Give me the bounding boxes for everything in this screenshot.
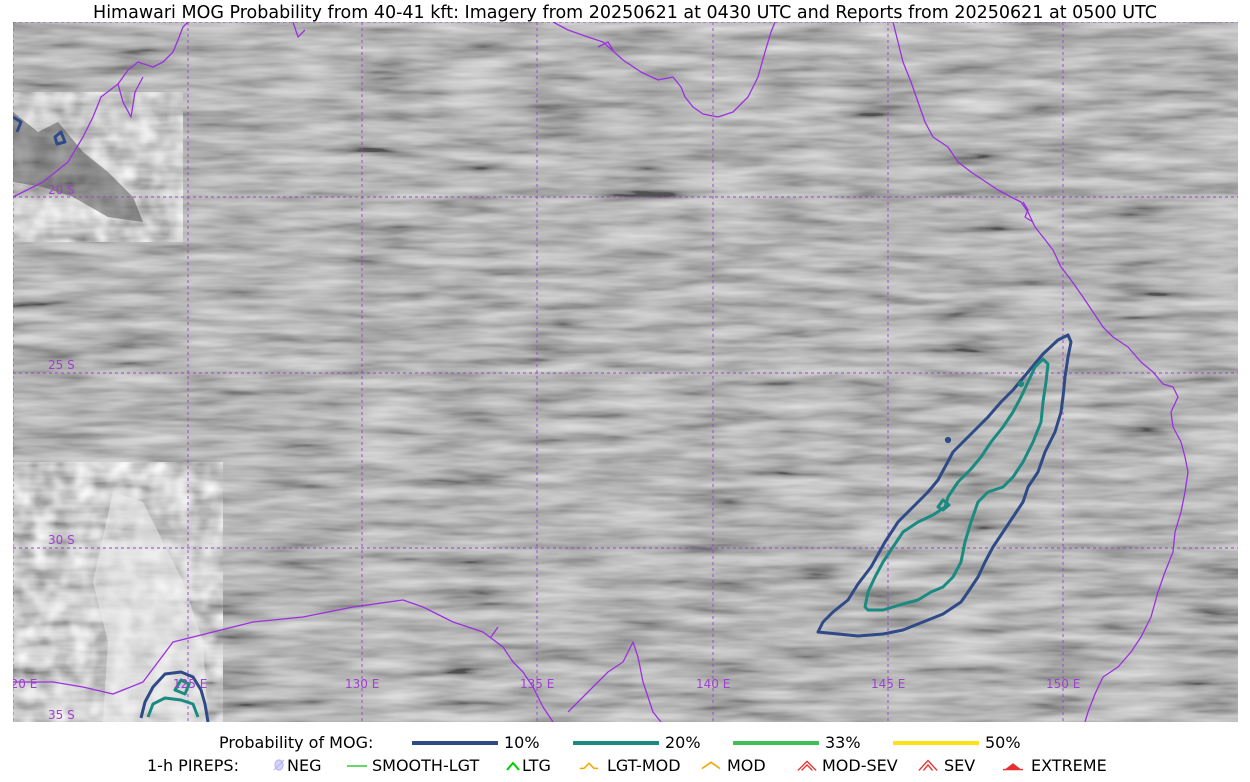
lon-label-135: 135 E: [520, 677, 554, 691]
pirep-label-ltg: LTG: [522, 756, 551, 775]
legend-swatch-33: [733, 741, 819, 745]
lon-label-130: 130 E: [345, 677, 379, 691]
latitude-labels: 20 S 25 S 30 S 35 S: [48, 183, 75, 722]
cloud-region-northwest: [13, 92, 183, 242]
mod-sev-icon: [797, 760, 817, 771]
lat-label-25: 25 S: [48, 358, 75, 372]
lon-label-140: 140 E: [696, 677, 730, 691]
legend-swatch-10: [412, 741, 498, 745]
lgt-mod-icon: [579, 762, 599, 770]
mod-icon: [701, 761, 721, 770]
lat-label-20: 20 S: [48, 183, 75, 197]
contour-10-percent-small-west: [139, 670, 210, 722]
legend-label-50: 50%: [985, 733, 1021, 752]
satellite-map: 120 E 125 E 130 E 135 E 140 E 145 E 150 …: [13, 22, 1238, 722]
contour-10-percent: [816, 333, 1073, 638]
lon-label-120: 120 E: [13, 677, 37, 691]
contour-20-percent: [863, 357, 1050, 612]
extreme-icon: [1003, 763, 1023, 771]
pirep-label-extreme: EXTREME: [1031, 756, 1107, 775]
probability-legend-label: Probability of MOG:: [219, 733, 374, 752]
legend-swatch-50: [893, 741, 979, 745]
pirep-label-neg: NEG: [287, 756, 322, 775]
lon-label-145: 145 E: [871, 677, 905, 691]
pirep-label-sev: SEV: [944, 756, 976, 775]
sev-icon: [918, 759, 938, 771]
pirep-label-smooth-lgt: SMOOTH-LGT: [372, 756, 480, 775]
contour-20-percent-small-west: [146, 696, 200, 718]
mog-contours: [13, 115, 1073, 722]
legend-label-20: 20%: [665, 733, 701, 752]
lon-label-125: 125 E: [173, 677, 207, 691]
coastline: [13, 22, 1189, 722]
legend-swatch-20: [573, 741, 659, 745]
chart-title: Himawari MOG Probability from 40-41 kft:…: [93, 3, 1157, 23]
longitude-labels: 120 E 125 E 130 E 135 E 140 E 145 E 150 …: [13, 677, 1080, 691]
ltg-caret-icon: [506, 761, 520, 771]
pirep-label-mod-sev: MOD-SEV: [822, 756, 898, 775]
lon-label-150: 150 E: [1046, 677, 1080, 691]
legend-label-10: 10%: [504, 733, 540, 752]
pirep-label-mod: MOD: [727, 756, 766, 775]
lat-label-35: 35 S: [48, 708, 75, 722]
legend-label-33: 33%: [825, 733, 861, 752]
map-svg: 120 E 125 E 130 E 135 E 140 E 145 E 150 …: [13, 22, 1238, 722]
smooth-lgt-line-icon: [347, 765, 367, 767]
pirep-legend-label: 1-h PIREPS:: [147, 756, 239, 775]
pirep-label-lgt-mod: LGT-MOD: [607, 756, 681, 775]
neg-icon: [273, 759, 285, 771]
lat-label-30: 30 S: [48, 533, 75, 547]
